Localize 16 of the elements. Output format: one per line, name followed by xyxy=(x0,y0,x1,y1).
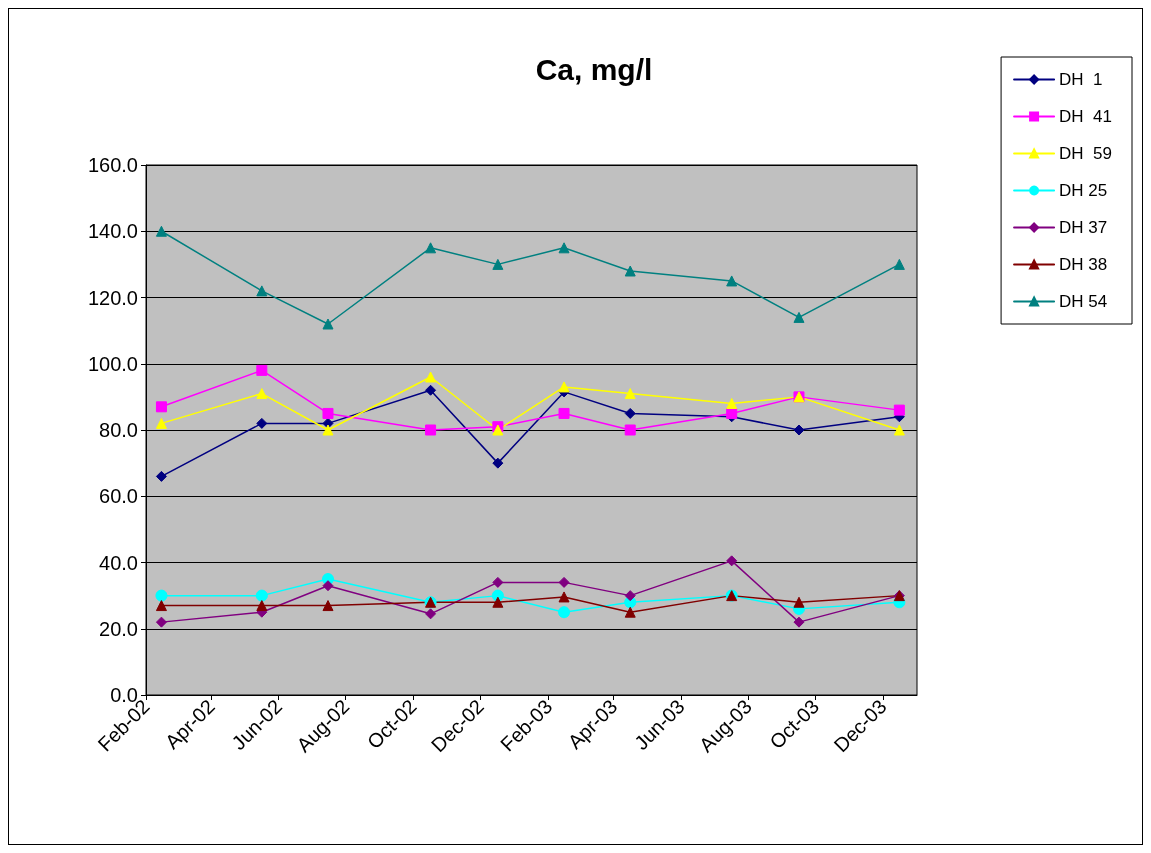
y-tick-label: 80.0 xyxy=(99,419,138,441)
y-tick-label: 40.0 xyxy=(99,551,138,574)
y-tick-label: 160.0 xyxy=(87,154,138,176)
legend-label: DH 38 xyxy=(1059,255,1108,274)
y-tick-label: 20.0 xyxy=(99,617,138,640)
y-tick-label: 120.0 xyxy=(87,286,138,309)
legend-label: DH 41 xyxy=(1059,107,1113,126)
legend-label: DH 54 xyxy=(1059,292,1108,311)
legend-label: DH 1 xyxy=(1059,70,1103,89)
legend-label: DH 37 xyxy=(1059,218,1108,237)
chart-title: Ca, mg/l xyxy=(535,52,653,86)
y-tick-label: 100.0 xyxy=(87,352,138,375)
legend-label: DH 25 xyxy=(1059,181,1108,200)
y-tick-label: 60.0 xyxy=(99,485,138,508)
y-tick-label: 140.0 xyxy=(87,220,138,243)
legend-label: DH 59 xyxy=(1059,144,1113,163)
